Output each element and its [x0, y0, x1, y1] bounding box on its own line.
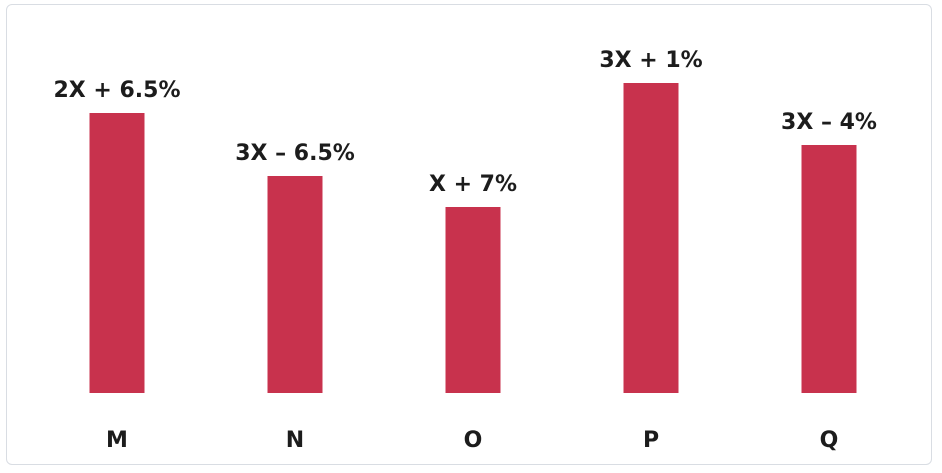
category-label-p: P — [643, 428, 659, 453]
bars-group — [89, 83, 857, 393]
category-label-n: N — [286, 428, 304, 453]
bar-n — [267, 176, 323, 393]
bar-o — [445, 207, 501, 393]
value-labels-group: 2X + 6.5% 3X – 6.5% X + 7% 3X + 1% 3X – 4% — [53, 48, 877, 197]
value-label-n: 3X – 6.5% — [235, 141, 355, 166]
category-label-m: M — [106, 428, 128, 453]
bar-m — [89, 113, 145, 393]
category-label-o: O — [464, 428, 483, 453]
value-label-m: 2X + 6.5% — [53, 78, 180, 103]
value-label-q: 3X – 4% — [781, 110, 877, 135]
value-label-p: 3X + 1% — [599, 48, 702, 73]
category-labels-group: M N O P Q — [106, 428, 838, 453]
bar-p — [623, 83, 679, 393]
value-label-o: X + 7% — [429, 172, 517, 197]
bar-q — [801, 145, 857, 393]
category-label-q: Q — [820, 428, 839, 453]
